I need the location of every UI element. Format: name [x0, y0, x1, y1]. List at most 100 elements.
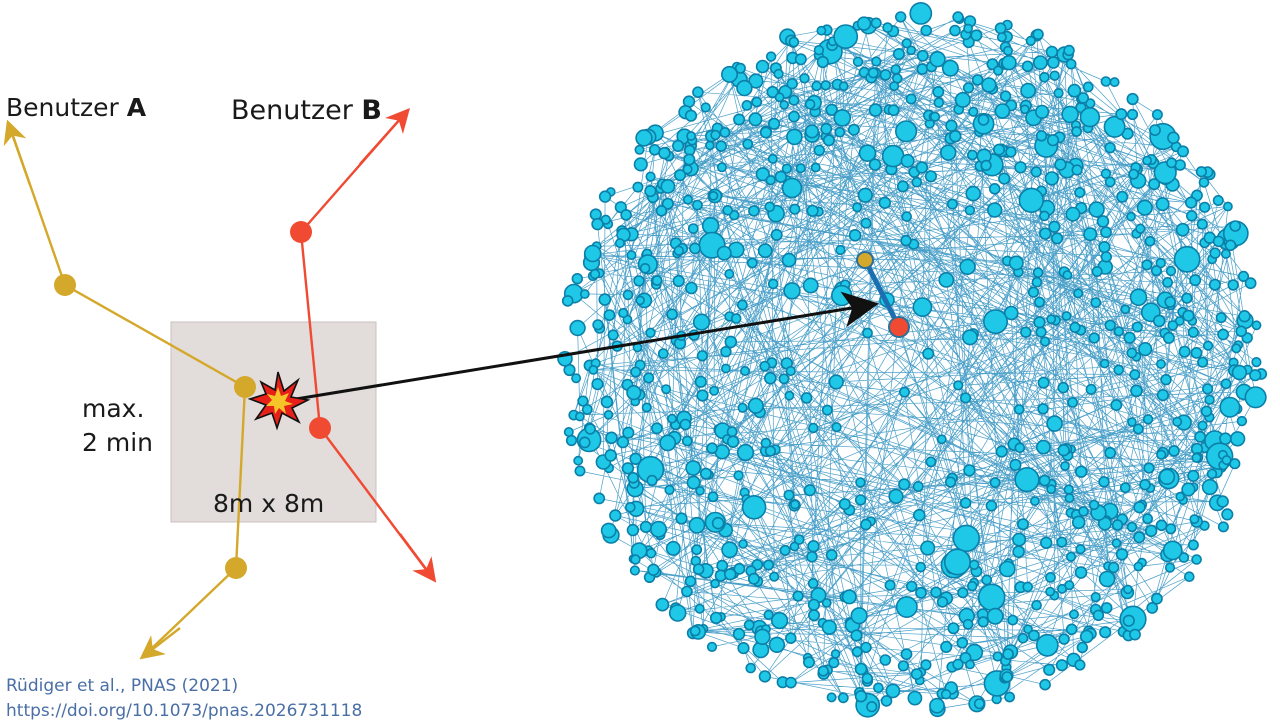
network-node [685, 281, 698, 295]
network-node [593, 492, 606, 505]
network-node [966, 580, 978, 592]
network-node [1126, 108, 1139, 121]
network-node [929, 697, 945, 714]
network-node [764, 201, 776, 213]
network-node [1144, 236, 1156, 247]
network-node [781, 177, 803, 199]
network-node [1113, 326, 1124, 337]
network-node [905, 580, 918, 593]
network-node [583, 244, 602, 263]
network-node [985, 499, 998, 512]
citation-doi-link[interactable]: https://doi.org/10.1073/pnas.2026731118 [6, 701, 363, 721]
network-node [825, 103, 838, 117]
network-node [936, 596, 949, 608]
network-node [790, 499, 800, 510]
network-node [965, 659, 975, 670]
network-node [1184, 571, 1195, 583]
network-node [896, 180, 909, 193]
network-node [1136, 199, 1153, 216]
network-node [1100, 168, 1112, 179]
network-node [971, 74, 984, 86]
network-node [666, 308, 678, 321]
network-node [933, 97, 945, 108]
network-node [826, 692, 837, 703]
network-node [821, 598, 832, 608]
network-node [1035, 130, 1048, 142]
network-node [1064, 580, 1075, 591]
network-node [571, 373, 582, 384]
network-node [1202, 340, 1214, 351]
network-node [965, 185, 982, 202]
network-node [692, 563, 705, 576]
network-node [1031, 276, 1043, 288]
network-node [747, 572, 760, 585]
user-a-node [225, 557, 247, 579]
network-node [852, 56, 864, 67]
network-node [622, 426, 635, 439]
network-node [685, 460, 702, 476]
network-node [1175, 222, 1190, 237]
network-node [765, 175, 776, 186]
network-node [860, 518, 872, 531]
network-node [1197, 356, 1209, 368]
network-node [715, 140, 728, 152]
network-node [1219, 396, 1241, 418]
network-node [1251, 357, 1262, 368]
network-node [868, 158, 882, 171]
network-node [598, 293, 612, 306]
network-node [889, 81, 900, 92]
network-node [1129, 628, 1141, 641]
network-node [1172, 416, 1183, 427]
network-node [1135, 223, 1146, 234]
network-node [788, 36, 800, 48]
network-node [873, 682, 884, 694]
network-node [645, 171, 656, 182]
network-node [629, 565, 641, 576]
network-node [733, 113, 746, 126]
network-node [964, 205, 976, 216]
network-node [1074, 187, 1086, 199]
network-node [741, 100, 753, 111]
network-node [900, 153, 915, 168]
network-node [1133, 501, 1146, 514]
network-node [993, 65, 1004, 76]
network-node [1100, 226, 1112, 239]
network-node [1058, 633, 1070, 645]
network-node [1127, 417, 1137, 427]
network-node [699, 467, 712, 480]
network-node [1151, 592, 1163, 605]
network-node [1002, 648, 1014, 660]
network-node [561, 295, 574, 307]
network-node [1110, 399, 1123, 411]
network-node [738, 539, 748, 549]
network-node [730, 313, 742, 324]
network-node [674, 169, 687, 182]
network-node [1064, 493, 1075, 503]
network-node [783, 489, 795, 501]
network-node [924, 170, 938, 183]
network-node [860, 217, 872, 229]
network-node [686, 475, 701, 490]
network-node [614, 238, 625, 249]
network-node [977, 113, 990, 126]
network-node [696, 350, 708, 362]
network-node [989, 477, 1001, 488]
network-node [736, 443, 755, 462]
network-node [758, 670, 772, 683]
network-node [920, 659, 932, 671]
network-node [1012, 545, 1025, 559]
network-node [986, 202, 1003, 218]
network-node [915, 561, 927, 573]
network-node [789, 541, 800, 552]
network-node [684, 109, 698, 122]
network-node [1078, 506, 1089, 517]
network-node [696, 389, 709, 402]
network-node [1021, 60, 1034, 73]
network-node [1099, 358, 1110, 369]
network-node [1031, 599, 1042, 611]
network-node [930, 586, 942, 599]
network-node [1034, 296, 1046, 308]
network-node [1164, 562, 1176, 573]
network-node [1189, 274, 1202, 287]
network-node [807, 578, 819, 589]
